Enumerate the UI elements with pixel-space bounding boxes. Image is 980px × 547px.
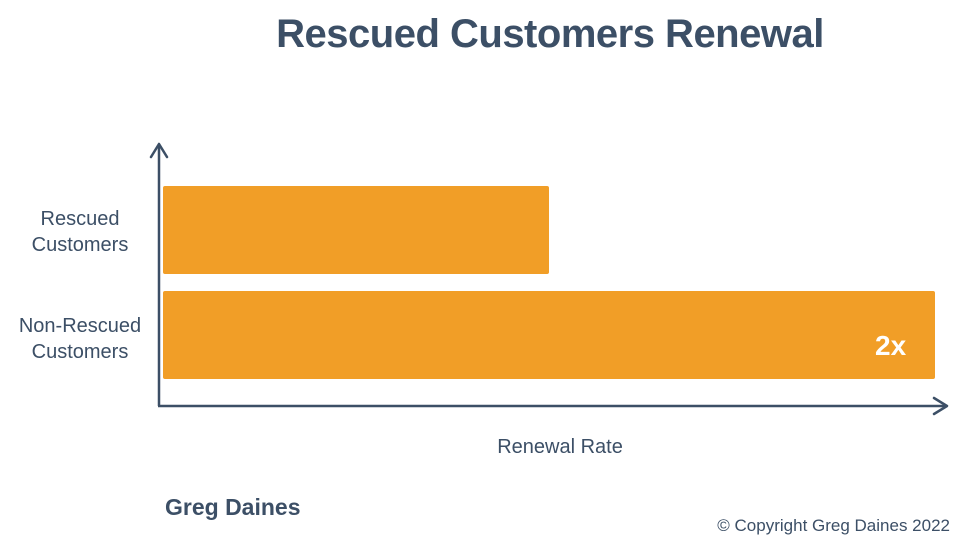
- copyright-notice: © Copyright Greg Daines 2022: [717, 516, 950, 535]
- category-label-line: Non-Rescued: [18, 315, 142, 337]
- category-label-line: Customers: [31, 234, 129, 256]
- chart-title: Rescued Customers Renewal: [276, 12, 824, 56]
- category-label-line: Customers: [31, 341, 129, 363]
- x-axis-arrowhead: [932, 396, 949, 416]
- category-label-non-rescued: Non-Rescued Customers: [10, 313, 150, 365]
- bar-annotation-2x: 2x: [875, 330, 907, 361]
- bar-rescued: [163, 186, 549, 274]
- bars-layer: [163, 186, 935, 379]
- author-name: Greg Daines: [165, 494, 301, 520]
- category-label-line: Rescued: [40, 208, 120, 230]
- axes-layer: [149, 142, 949, 416]
- bar-non-rescued: [163, 291, 935, 379]
- category-label-rescued: Rescued Customers: [10, 206, 150, 258]
- x-axis-label: Renewal Rate: [497, 436, 623, 458]
- y-axis-arrowhead: [149, 142, 169, 159]
